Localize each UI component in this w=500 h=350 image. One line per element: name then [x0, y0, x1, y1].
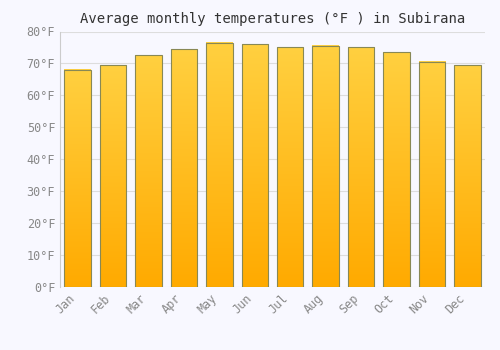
Bar: [418, 62, 445, 287]
Bar: [206, 43, 233, 287]
Bar: [242, 44, 268, 287]
Bar: [64, 70, 91, 287]
Bar: [136, 55, 162, 287]
Bar: [100, 65, 126, 287]
Bar: [170, 49, 197, 287]
Bar: [454, 65, 480, 287]
Bar: [383, 52, 409, 287]
Bar: [312, 46, 339, 287]
Bar: [277, 48, 303, 287]
Title: Average monthly temperatures (°F ) in Subirana: Average monthly temperatures (°F ) in Su…: [80, 12, 465, 26]
Bar: [348, 48, 374, 287]
